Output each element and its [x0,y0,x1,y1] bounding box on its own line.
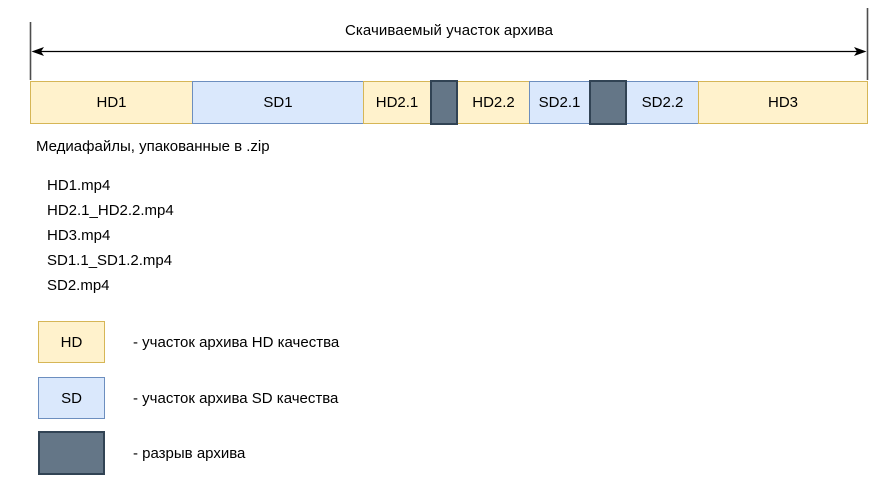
legend-row-sd: SD - участок архива SD качества [38,377,338,419]
segment-hd22: HD2.2 [458,82,529,123]
segment-hd21: HD2.1 [364,82,430,123]
files-list: HD1.mp4 HD2.1_HD2.2.mp4 HD3.mp4 SD1.1_SD… [47,173,174,298]
segment-sd1: SD1 [192,81,364,124]
arrow-head-right-icon [854,47,867,56]
file-item: HD1.mp4 [47,177,111,194]
file-item: HD3.mp4 [47,227,111,244]
files-heading: Медиафайлы, упакованные в .zip [36,138,270,155]
legend-row-gap: - разрыв архива [38,431,245,475]
segment-sd21-label: SD2.1 [538,94,581,111]
segment-hd1: HD1 [30,81,193,124]
segment-sd22: SD2.2 [627,82,698,123]
legend-label-hd: - участок архива HD качества [133,333,340,351]
segment-hd1-label: HD1 [96,94,127,111]
segment-sd22-label: SD2.2 [641,94,684,111]
diagram-title: Скачиваемый участок архива [344,22,554,39]
legend-swatch-hd: HD [38,321,105,363]
archive-timeline-bar: HD1 SD1 HD2.1 HD2.2 SD2.1 SD2.2 HD3 [30,80,868,125]
file-item: SD2.mp4 [47,277,110,294]
file-item: SD1.1_SD1.2.mp4 [47,252,173,269]
legend-label-sd: - участок архива SD качества [133,389,339,407]
legend-row-hd: HD - участок архива HD качества [38,321,339,363]
segment-sd2-group: SD2.1 SD2.2 [529,80,699,125]
segment-hd22-label: HD2.2 [472,94,515,111]
segment-hd21-label: HD2.1 [375,94,419,111]
archive-gap-hd2 [430,80,458,125]
segment-sd1-label: SD1 [263,94,293,111]
segment-hd3: HD3 [698,81,868,124]
arrow-head-left-icon [31,47,44,56]
archive-gap-sd2 [589,80,627,125]
file-item: HD2.1_HD2.2.mp4 [47,202,174,219]
legend-swatch-sd: SD [38,377,105,419]
segment-sd21: SD2.1 [530,82,589,123]
legend-swatch-gap [38,431,105,475]
segment-hd3-label: HD3 [767,94,798,111]
segment-hd2-group: HD2.1 HD2.2 [363,80,530,125]
legend-label-gap: - разрыв архива [133,444,246,462]
